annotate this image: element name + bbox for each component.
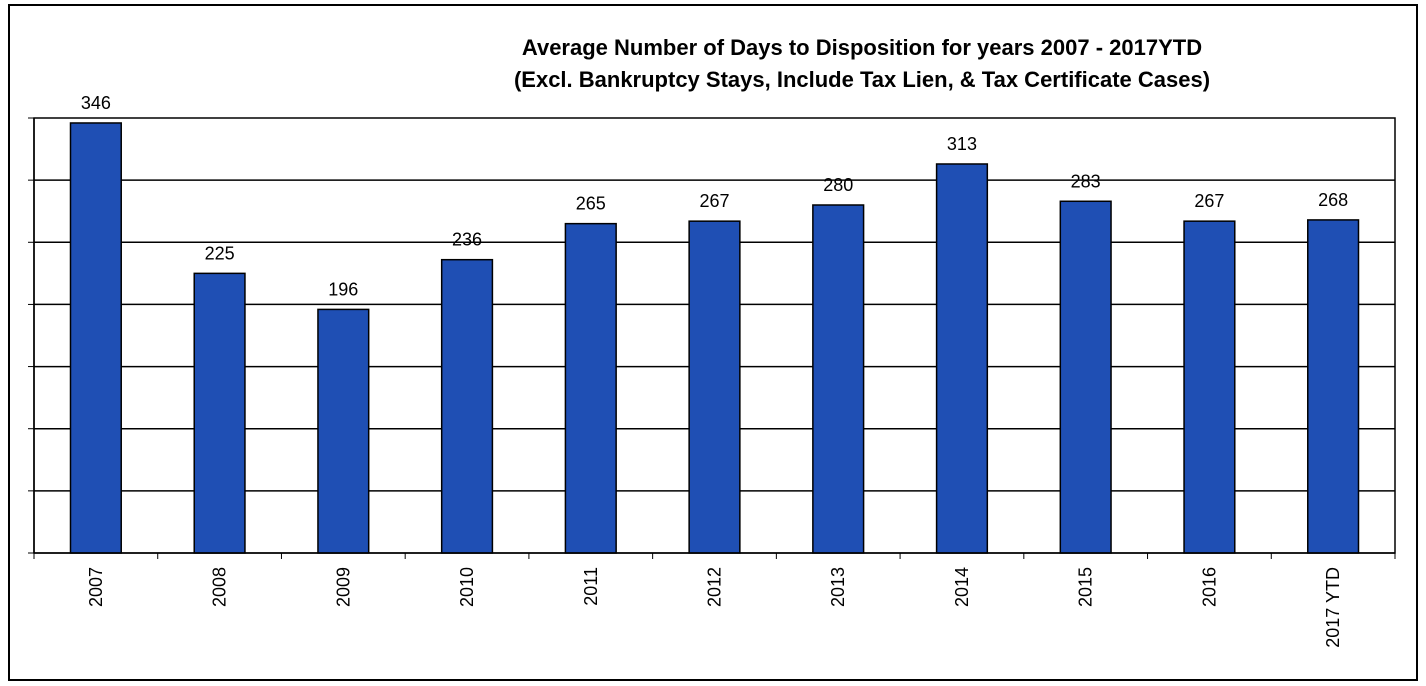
plot-area: 346 2007 225 2008 196 2009 236 2010 265 2011 267 20… (28, 93, 1396, 648)
bar (1059, 200, 1112, 554)
category-label: 2008 (210, 567, 230, 607)
data-label: 236 (452, 230, 482, 250)
data-label: 280 (823, 175, 853, 195)
category-label: 2015 (1076, 567, 1096, 607)
data-label: 267 (1194, 191, 1224, 211)
data-label: 313 (947, 134, 977, 154)
bar (1183, 220, 1236, 554)
data-label: 196 (328, 279, 358, 299)
data-label: 346 (81, 93, 111, 113)
data-label: 267 (699, 191, 729, 211)
data-label: 265 (576, 194, 606, 214)
bar (69, 122, 122, 554)
data-label: 225 (205, 243, 235, 263)
category-label: 2017 YTD (1323, 567, 1343, 648)
bar (688, 220, 741, 554)
category-label: 2010 (457, 567, 477, 607)
bar (193, 272, 246, 554)
bar (1307, 219, 1360, 554)
category-label: 2009 (333, 567, 353, 607)
category-label: 2011 (581, 567, 601, 606)
category-label: 2014 (952, 567, 972, 607)
chart-title-line-1: Average Number of Days to Disposition fo… (522, 35, 1202, 60)
bar (317, 308, 370, 554)
chart-title-line-2: (Excl. Bankruptcy Stays, Include Tax Lie… (514, 67, 1210, 92)
category-label: 2007 (86, 567, 106, 607)
category-label: 2012 (705, 567, 725, 607)
data-label: 268 (1318, 190, 1348, 210)
bar (812, 204, 865, 554)
category-label: 2013 (828, 567, 848, 607)
category-label: 2016 (1199, 567, 1219, 607)
data-label: 283 (1071, 171, 1101, 191)
bar (564, 222, 617, 554)
bar (935, 163, 989, 554)
bar (440, 258, 494, 554)
